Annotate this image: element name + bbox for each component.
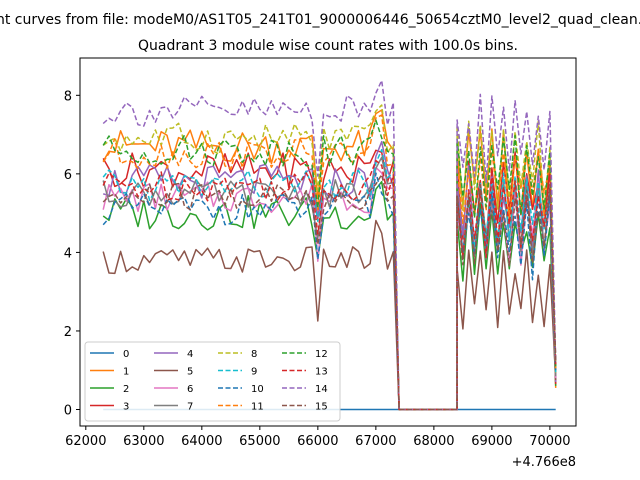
x-tick-label: 70000 <box>529 434 570 449</box>
legend-label-14: 14 <box>315 384 328 395</box>
x-tick-label: 67000 <box>355 434 396 449</box>
series-line-8 <box>102 104 557 411</box>
legend-label-9: 9 <box>251 367 257 378</box>
legend-label-0: 0 <box>123 349 129 360</box>
x-tick-label: 63000 <box>123 434 164 449</box>
series-line-14 <box>102 79 557 411</box>
y-tick-label: 4 <box>64 246 72 261</box>
legend-label-6: 6 <box>187 384 193 395</box>
plot-area <box>102 79 557 411</box>
legend-label-3: 3 <box>123 402 129 413</box>
legend-label-8: 8 <box>251 349 257 360</box>
legend-box <box>84 341 341 422</box>
legend-label-5: 5 <box>187 367 193 378</box>
axis-ticks: 62000 63000 64000 65000 66000 67000 68000 69000… <box>64 89 571 449</box>
y-tick-label: 8 <box>64 89 72 104</box>
legend-label-1: 1 <box>123 367 129 378</box>
legend-label-7: 7 <box>187 402 193 413</box>
legend-label-4: 4 <box>187 349 193 360</box>
y-tick-label: 2 <box>64 325 72 340</box>
axes-frame <box>79 57 577 427</box>
series-line-15 <box>102 173 557 411</box>
legend-label-11: 11 <box>251 402 264 413</box>
figure-title: Light curves from file: modeM0/AS1T05_24… <box>0 12 640 28</box>
x-tick-label: 64000 <box>181 434 222 449</box>
series-line-12 <box>102 119 557 411</box>
legend-label-10: 10 <box>251 384 264 395</box>
series-line-5 <box>102 219 557 411</box>
x-offset-label: +4.766e8 <box>512 455 576 470</box>
legend-label-12: 12 <box>315 349 328 360</box>
x-tick-label: 65000 <box>239 434 280 449</box>
legend-label-15: 15 <box>315 402 328 413</box>
x-tick-label: 69000 <box>471 434 512 449</box>
chart-title: Quadrant 3 module wise count rates with … <box>138 38 518 54</box>
legend-label-2: 2 <box>123 384 129 395</box>
series-line-3 <box>102 149 557 411</box>
y-tick-label: 0 <box>64 404 72 419</box>
y-tick-label: 6 <box>64 168 72 183</box>
series-line-11 <box>102 114 557 411</box>
series-line-10 <box>102 172 557 411</box>
x-tick-label: 68000 <box>413 434 454 449</box>
x-tick-label: 66000 <box>297 434 338 449</box>
x-tick-label: 62000 <box>65 434 106 449</box>
legend-label-13: 13 <box>315 367 328 378</box>
